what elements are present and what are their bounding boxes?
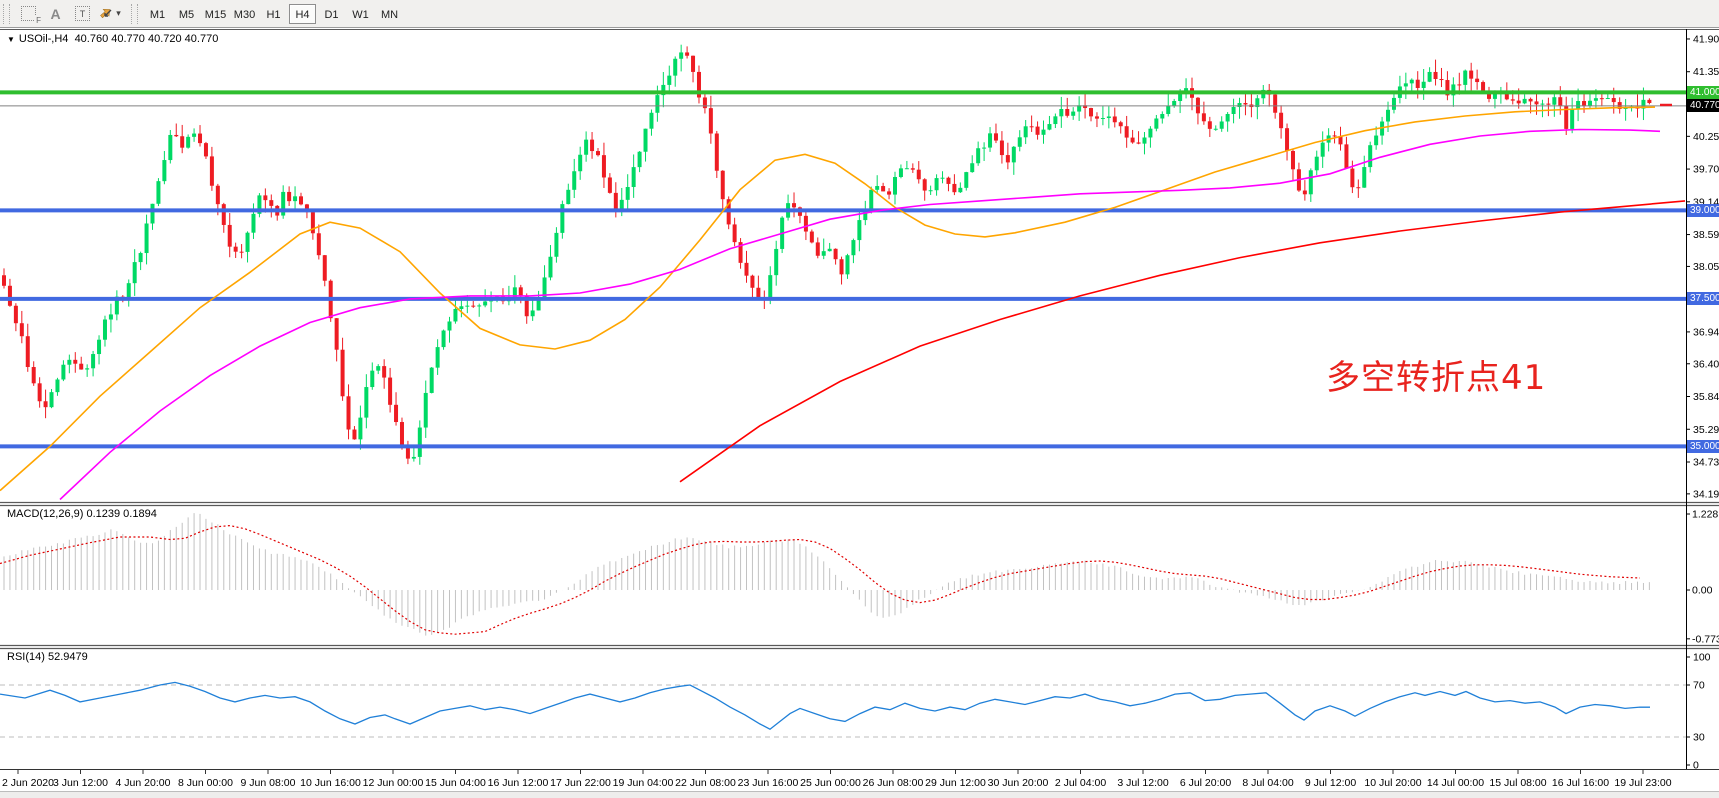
svg-text:16 Jun 12:00: 16 Jun 12:00 [488, 777, 549, 789]
chart-text-annotation: 多空转折点41 [1326, 358, 1547, 398]
ohlc-values: 40.760 40.770 40.720 40.770 [74, 33, 219, 45]
svg-text:34.195: 34.195 [1693, 488, 1719, 500]
svg-text:19 Jul 23:00: 19 Jul 23:00 [1614, 777, 1671, 789]
toolbar-grip-2[interactable] [131, 3, 138, 24]
last-price-tick [1660, 103, 1672, 107]
svg-text:4 Jun 20:00: 4 Jun 20:00 [116, 777, 171, 789]
svg-text:0: 0 [1693, 760, 1699, 772]
svg-text:36.940: 36.940 [1693, 326, 1719, 338]
svg-text:6 Jul 20:00: 6 Jul 20:00 [1180, 777, 1232, 789]
letter-a-icon: A [50, 5, 61, 22]
rsi-indicator-label: RSI(14) 52.9479 [7, 651, 88, 663]
svg-text:36.400: 36.400 [1693, 358, 1719, 370]
svg-text:23 Jun 16:00: 23 Jun 16:00 [738, 777, 799, 789]
time-axis[interactable]: 2 Jun 2020 3 Jun 12:00 4 Jun 20:00 8 Jun 00… [2, 770, 1672, 789]
timeframe-w1-button[interactable]: W1 [352, 8, 369, 21]
svg-text:38.050: 38.050 [1693, 261, 1719, 273]
price-axis[interactable]: 41.90541.35040.25539.70039.14538.59038.0… [1686, 33, 1719, 772]
svg-text:10 Jun 16:00: 10 Jun 16:00 [300, 777, 361, 789]
arrows-tool-button[interactable]: ▾ [96, 3, 123, 25]
svg-text:8 Jul 04:00: 8 Jul 04:00 [1242, 777, 1294, 789]
timeframe-m30-button[interactable]: M30 [233, 8, 256, 21]
chart-dropdown-icon[interactable]: ▼ [7, 35, 15, 44]
svg-text:25 Jun 00:00: 25 Jun 00:00 [800, 777, 861, 789]
magenta-ma [59, 128, 1661, 501]
level-badge-39.000: 39.000 [1687, 203, 1719, 217]
current-price-badge-40.770: 40.770 [1687, 99, 1719, 113]
svg-text:2 Jul 04:00: 2 Jul 04:00 [1055, 777, 1107, 789]
timeframe-mn-button[interactable]: MN [380, 8, 399, 21]
rsi-pane [0, 681, 1686, 738]
level-badge-41.000: 41.000 [1687, 85, 1719, 99]
svg-text:12 Jun 00:00: 12 Jun 00:00 [363, 777, 424, 789]
timeframe-h4-button[interactable]: H4 [289, 3, 316, 24]
level-badge-35.000: 35.000 [1687, 439, 1719, 453]
timeframe-m5-button[interactable]: M5 [178, 8, 195, 21]
svg-text:16 Jul 16:00: 16 Jul 16:00 [1552, 777, 1609, 789]
svg-text:-0.7738: -0.7738 [1692, 633, 1719, 645]
svg-text:3 Jul 12:00: 3 Jul 12:00 [1117, 777, 1169, 789]
level-badge-37.500: 37.500 [1687, 292, 1719, 306]
svg-text:34.735: 34.735 [1693, 457, 1719, 469]
chart-svg: 41.90541.35040.25539.70039.14538.59038.0… [0, 29, 1719, 789]
svg-text:14 Jul 00:00: 14 Jul 00:00 [1427, 777, 1484, 789]
svg-text:40.255: 40.255 [1693, 131, 1719, 143]
toolbar: F A T ▾ M1 M5 M15 M30 H1 H4 D1 W1 MN [0, 0, 1719, 28]
price-pane [0, 44, 1686, 501]
svg-text:35.290: 35.290 [1693, 424, 1719, 436]
svg-text:9 Jun 08:00: 9 Jun 08:00 [241, 777, 296, 789]
svg-text:0.00: 0.00 [1692, 585, 1713, 597]
svg-text:17 Jun 22:00: 17 Jun 22:00 [550, 777, 611, 789]
svg-text:2 Jun 2020: 2 Jun 2020 [2, 777, 54, 789]
svg-text:3 Jun 12:00: 3 Jun 12:00 [53, 777, 108, 789]
svg-text:41.905: 41.905 [1693, 33, 1719, 45]
dropdown-caret-icon: ▾ [116, 8, 121, 18]
svg-text:8 Jun 00:00: 8 Jun 00:00 [178, 777, 233, 789]
svg-text:38.590: 38.590 [1693, 229, 1719, 241]
svg-text:15 Jul 08:00: 15 Jul 08:00 [1489, 777, 1546, 789]
symbol-period-label: USOil-,H4 [18, 33, 69, 45]
timeframe-d1-button[interactable]: D1 [324, 8, 339, 21]
macd-indicator-label: MACD(12,26,9) 0.1239 0.1894 [7, 508, 157, 520]
svg-text:39.700: 39.700 [1693, 164, 1719, 176]
timeframe-group: M1 M5 M15 M30 H1 H4 D1 W1 MN [143, 3, 404, 24]
svg-text:19 Jun 04:00: 19 Jun 04:00 [613, 777, 674, 789]
svg-text:35.845: 35.845 [1693, 391, 1719, 403]
timeframe-m15-button[interactable]: M15 [204, 8, 227, 21]
arrows-icon [100, 9, 112, 19]
timeframe-h1-button[interactable]: H1 [266, 8, 281, 21]
text-label-tool-button[interactable]: A [42, 3, 69, 25]
dotted-grid-icon: F [21, 6, 41, 25]
svg-text:9 Jul 12:00: 9 Jul 12:00 [1305, 777, 1357, 789]
drawing-tools-group: F A T ▾ [15, 3, 123, 25]
svg-text:1.2281: 1.2281 [1692, 509, 1719, 521]
orange-ma [0, 106, 1656, 492]
macd-signal-line [0, 524, 1641, 635]
timeframe-m1-button[interactable]: M1 [149, 8, 166, 21]
chart-title: ▼ USOil-,H4 40.760 40.770 40.720 40.770 [7, 33, 218, 45]
text-box-icon: T [75, 6, 90, 21]
svg-text:15 Jun 04:00: 15 Jun 04:00 [425, 777, 486, 789]
macd-pane [0, 513, 1650, 636]
status-strip [0, 791, 1719, 798]
svg-text:22 Jun 08:00: 22 Jun 08:00 [675, 777, 736, 789]
chart-area[interactable]: 41.90541.35040.25539.70039.14538.59038.0… [0, 29, 1719, 791]
red-ma [679, 200, 1686, 483]
text-tool-button[interactable]: T [69, 3, 96, 25]
cycles-tool-button[interactable]: F [15, 3, 42, 25]
svg-text:30 Jun 20:00: 30 Jun 20:00 [988, 777, 1049, 789]
rsi-line [0, 681, 1651, 730]
toolbar-grip[interactable] [3, 3, 10, 24]
svg-text:41.350: 41.350 [1693, 66, 1719, 78]
svg-text:30: 30 [1693, 732, 1705, 744]
svg-text:29 Jun 12:00: 29 Jun 12:00 [925, 777, 986, 789]
svg-text:10 Jul 20:00: 10 Jul 20:00 [1364, 777, 1421, 789]
svg-text:70: 70 [1693, 680, 1705, 692]
svg-text:26 Jun 08:00: 26 Jun 08:00 [863, 777, 924, 789]
svg-text:100: 100 [1693, 652, 1711, 664]
